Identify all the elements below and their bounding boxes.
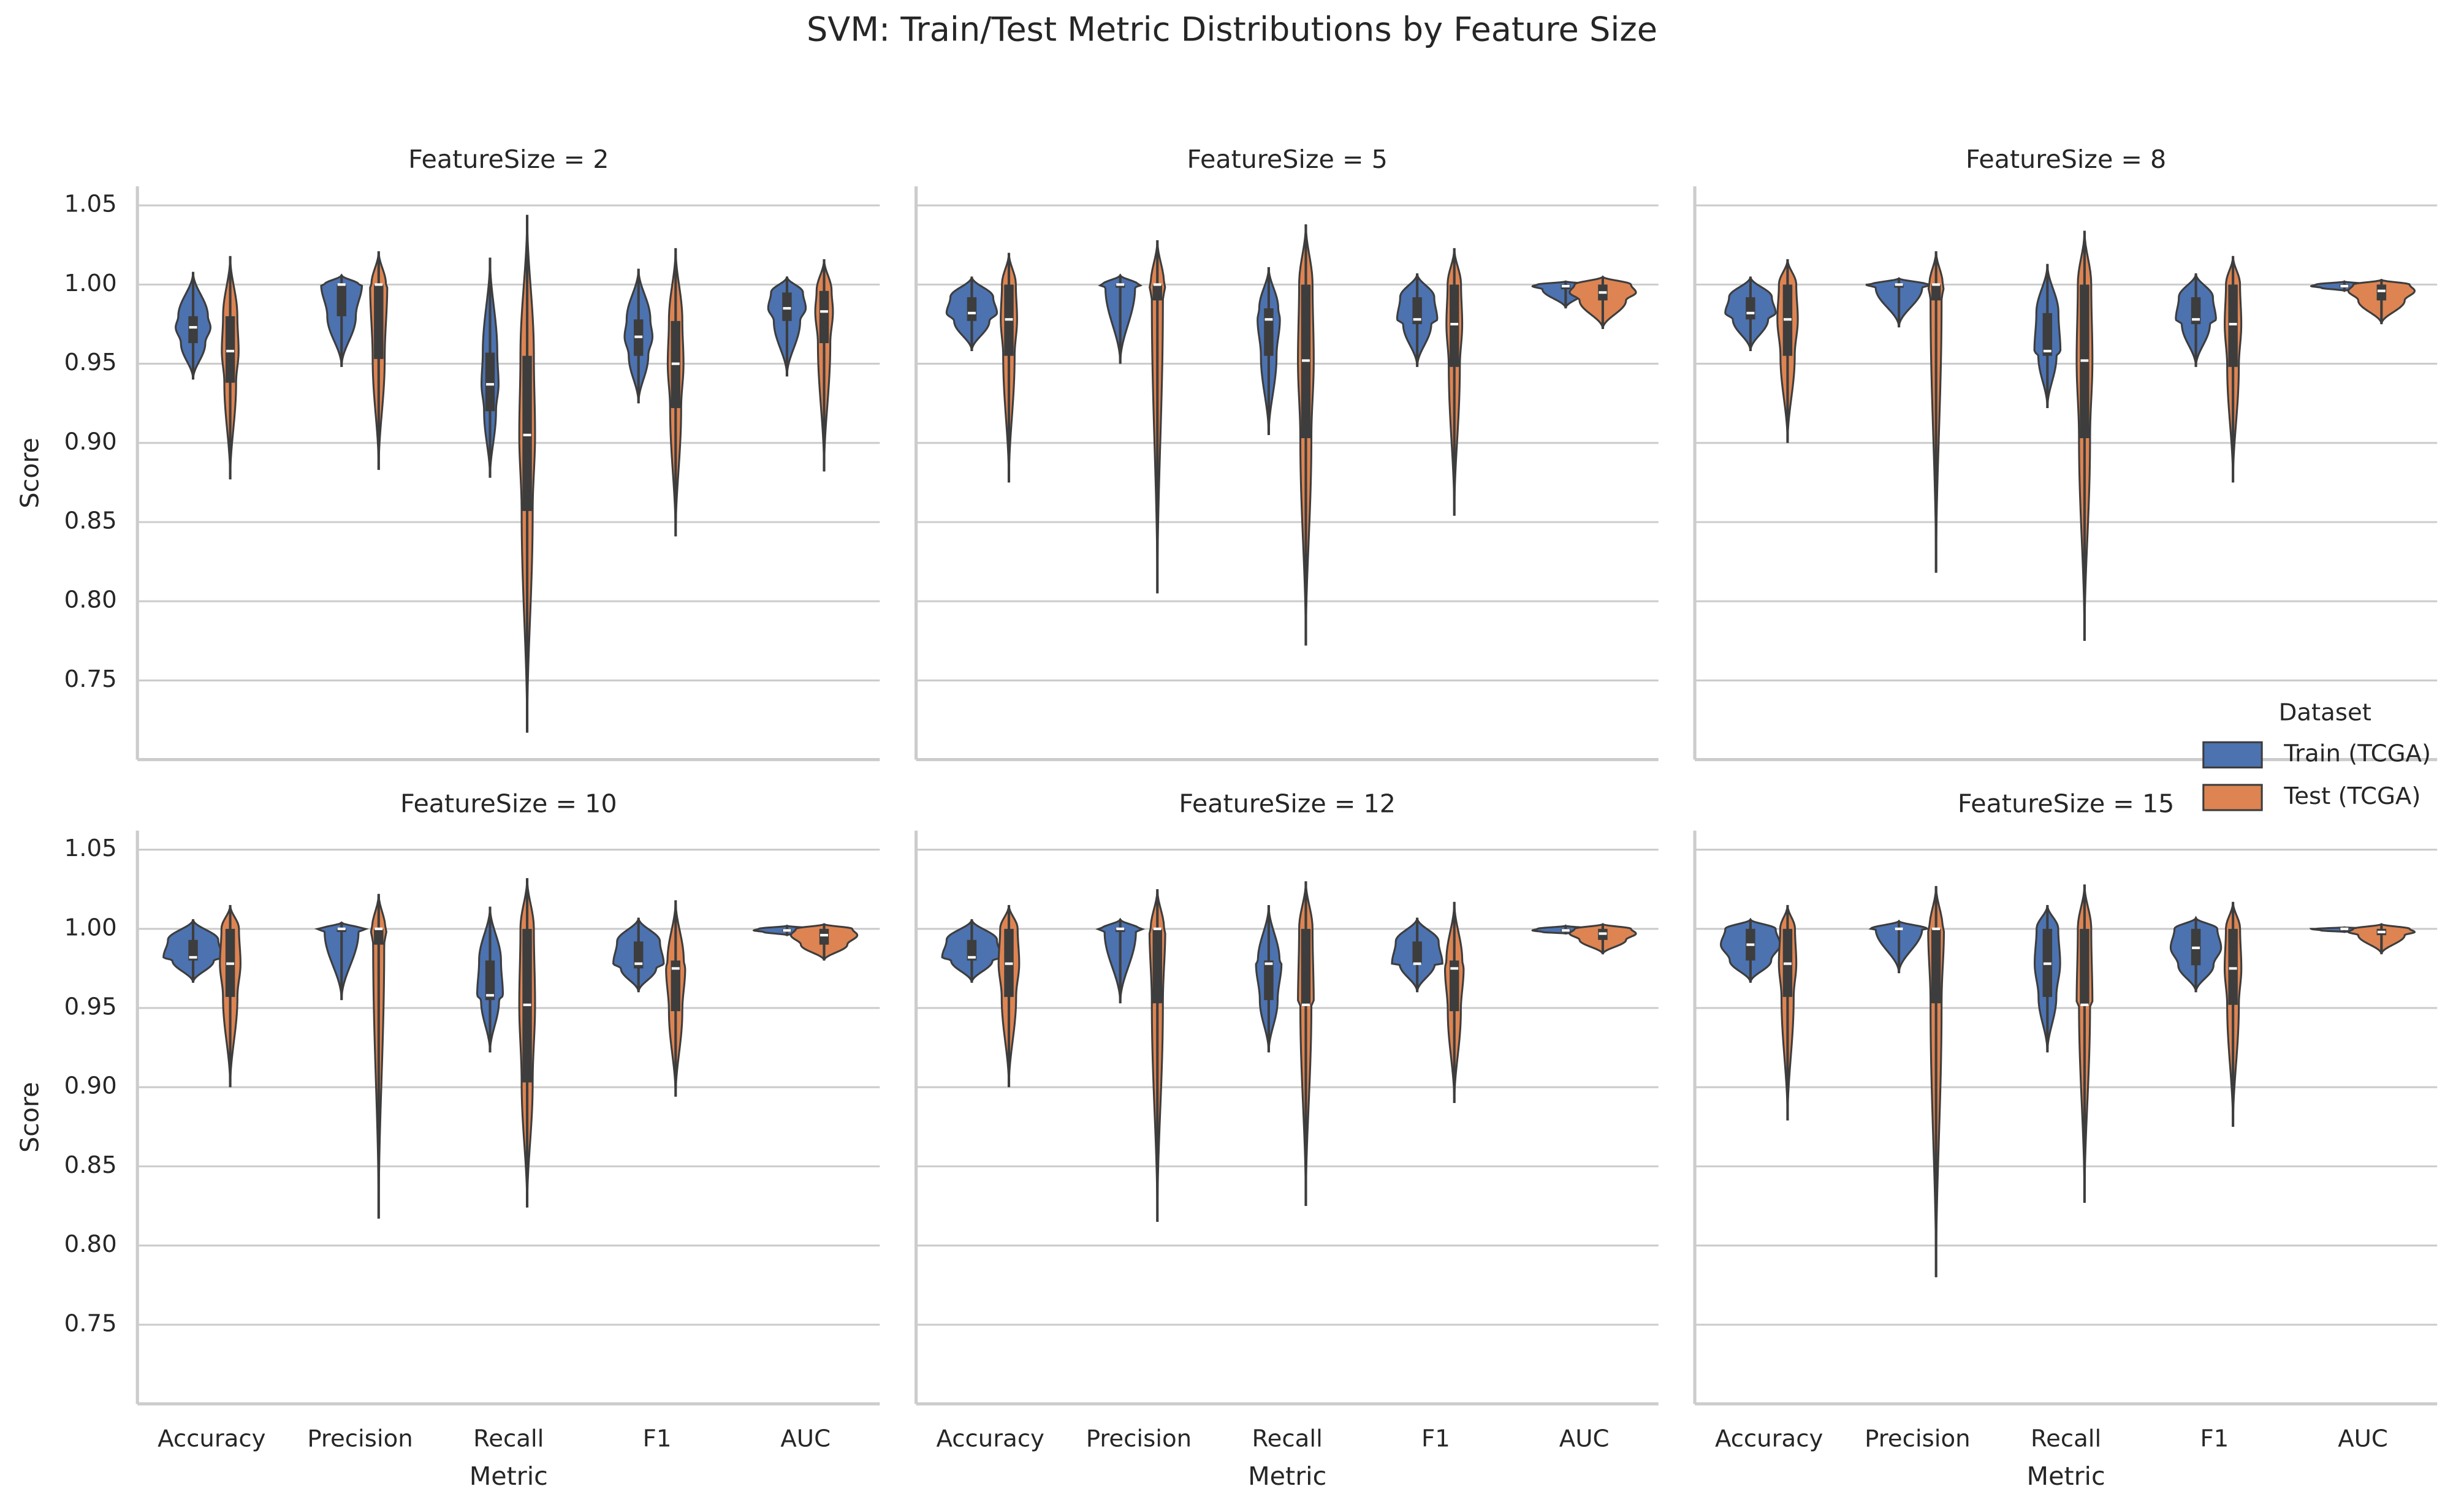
box — [2042, 313, 2053, 356]
legend-title: Dataset — [2279, 699, 2371, 726]
legend-label: Train (TCGA) — [2283, 740, 2431, 767]
box — [967, 297, 977, 321]
box — [967, 939, 977, 961]
x-tick-label: Precision — [1865, 1425, 1970, 1453]
x-tick-label: Recall — [1252, 1425, 1323, 1453]
box — [2191, 297, 2201, 324]
y-axis-label: Score — [15, 438, 45, 508]
panel-title: FeatureSize = 10 — [400, 789, 617, 818]
legend-swatch — [2202, 784, 2263, 811]
x-tick-label: AUC — [1559, 1425, 1610, 1453]
x-tick-label: Accuracy — [1715, 1425, 1823, 1453]
x-tick-label: AUC — [2338, 1425, 2388, 1453]
y-tick-label: 0.75 — [64, 665, 117, 693]
box — [188, 939, 198, 961]
x-axis-label: Metric — [1248, 1461, 1326, 1491]
box — [1746, 297, 1755, 320]
box — [374, 284, 384, 359]
y-tick-label: 1.00 — [64, 914, 117, 941]
box — [1449, 284, 1459, 367]
x-tick-label: F1 — [643, 1425, 672, 1453]
x-tick-label: Recall — [2031, 1425, 2101, 1453]
box — [1931, 928, 1941, 1004]
y-tick-label: 0.85 — [64, 507, 117, 534]
box — [225, 316, 235, 383]
x-tick-label: Recall — [473, 1425, 544, 1453]
panel-title: FeatureSize = 12 — [1179, 789, 1396, 818]
x-axis-label: Metric — [470, 1461, 548, 1491]
box — [2080, 928, 2089, 1005]
box — [819, 290, 829, 343]
box — [1894, 284, 1904, 288]
y-tick-label: 0.80 — [64, 586, 117, 614]
box — [1412, 941, 1422, 964]
box — [633, 941, 644, 969]
y-tick-label: 0.95 — [64, 349, 117, 376]
legend-label: Test (TCGA) — [2283, 783, 2420, 810]
box — [1301, 928, 1311, 1005]
box — [188, 316, 198, 343]
box — [374, 928, 384, 945]
box — [2376, 284, 2387, 301]
panel-title: FeatureSize = 15 — [1958, 789, 2175, 818]
x-tick-label: Accuracy — [937, 1425, 1044, 1453]
box — [1115, 284, 1125, 288]
y-tick-label: 1.05 — [64, 835, 117, 862]
box — [782, 292, 792, 321]
y-tick-label: 0.95 — [64, 993, 117, 1020]
box — [1412, 297, 1422, 324]
panel-title: FeatureSize = 2 — [408, 145, 609, 174]
box — [337, 284, 346, 317]
box — [819, 928, 829, 945]
box — [1115, 928, 1125, 932]
x-tick-label: Accuracy — [158, 1425, 265, 1453]
y-tick-label: 0.85 — [64, 1151, 117, 1179]
y-tick-label: 0.90 — [64, 428, 117, 455]
x-tick-label: Precision — [307, 1425, 413, 1453]
panel-title: FeatureSize = 8 — [1966, 145, 2166, 174]
x-tick-label: F1 — [2200, 1425, 2229, 1453]
box — [1152, 928, 1162, 1004]
box — [1449, 960, 1459, 1012]
x-tick-label: AUC — [780, 1425, 831, 1453]
chart-title: SVM: Train/Test Metric Distributions by … — [807, 10, 1657, 48]
box — [2228, 284, 2238, 367]
box — [1152, 284, 1162, 301]
box — [2228, 928, 2238, 1005]
box — [337, 928, 346, 932]
legend-swatch — [2202, 741, 2263, 769]
x-axis-label: Metric — [2027, 1461, 2105, 1491]
y-tick-label: 1.00 — [64, 270, 117, 297]
box — [485, 352, 495, 412]
x-tick-label: Precision — [1086, 1425, 1192, 1453]
y-tick-label: 0.80 — [64, 1230, 117, 1258]
box — [1264, 308, 1274, 356]
box — [522, 355, 532, 511]
y-axis-label: Score — [15, 1082, 45, 1153]
box — [1931, 284, 1941, 301]
y-tick-label: 0.75 — [64, 1310, 117, 1337]
box — [485, 960, 495, 1001]
box — [1264, 960, 1274, 1001]
y-tick-label: 0.90 — [64, 1072, 117, 1100]
box — [671, 960, 681, 1012]
x-tick-label: F1 — [1421, 1425, 1450, 1453]
y-tick-label: 1.05 — [64, 191, 117, 218]
panel-title: FeatureSize = 5 — [1187, 145, 1388, 174]
